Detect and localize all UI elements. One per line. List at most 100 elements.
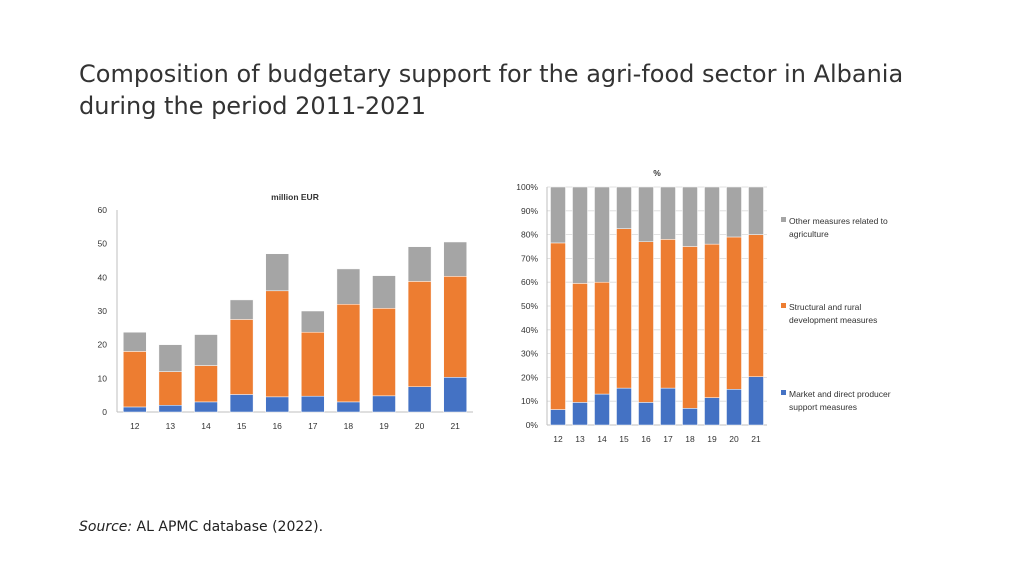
right-chart-x-tick-label: 21 — [751, 434, 761, 444]
right-chart-bar-structural-14 — [594, 281, 610, 395]
left-chart-bar-other-21 — [443, 241, 467, 277]
right-chart-bar-other-20 — [726, 186, 742, 238]
left-chart-bar-other-12 — [123, 331, 147, 352]
left-chart-bar-market-12 — [123, 406, 147, 413]
right-chart-bar-structural-21 — [748, 234, 764, 377]
right-chart-bar-market-20 — [726, 389, 742, 426]
left-chart-bar-structural-14 — [194, 365, 218, 403]
left-chart-bar-market-14 — [194, 401, 218, 413]
left-chart-x-tick-label: 12 — [130, 421, 140, 431]
left-chart-bar-market-21 — [443, 377, 467, 413]
left-chart-y-tick-label: 10 — [98, 373, 108, 383]
left-chart-bar-structural-16 — [265, 290, 289, 398]
right-chart-bar-other-16 — [638, 186, 654, 242]
right-chart-x-tick-label: 14 — [597, 434, 607, 444]
slide-title-line-1: Composition of budgetary support for the… — [79, 60, 904, 88]
right-chart-x-tick-label: 16 — [641, 434, 651, 444]
legend-swatch-structural — [781, 303, 786, 308]
legend-label-market: support measures — [789, 402, 857, 412]
right-chart-y-tick-label: 90% — [521, 206, 538, 216]
left-chart-y-tick-label: 50 — [98, 239, 108, 249]
left-chart-bar-other-13 — [158, 344, 183, 372]
left-chart-x-tick-label: 18 — [344, 421, 354, 431]
left-chart-bar-structural-19 — [372, 308, 396, 397]
legend-swatch-other — [781, 217, 786, 222]
left-chart-bar-market-16 — [265, 396, 289, 413]
left-chart-y-tick-label: 20 — [98, 340, 108, 350]
right-chart-bar-market-17 — [660, 387, 676, 426]
right-chart-bar-market-14 — [594, 393, 610, 426]
right-chart-bar-structural-16 — [638, 241, 654, 403]
right-chart-y-tick-label: 10% — [521, 396, 538, 406]
right-chart-bar-structural-18 — [682, 246, 698, 409]
right-chart-bar-other-12 — [550, 186, 566, 244]
right-chart-x-tick-label: 17 — [663, 434, 673, 444]
left-chart-x-tick-label: 17 — [308, 421, 318, 431]
right-chart-bar-other-13 — [572, 186, 588, 284]
right-chart-bar-market-18 — [682, 408, 698, 426]
source-note: Source: AL APMC database (2022). — [79, 519, 323, 535]
left-chart-x-tick-label: 15 — [237, 421, 247, 431]
left-chart-bar-other-16 — [265, 253, 289, 292]
right-chart-y-tick-label: 60% — [521, 277, 538, 287]
right-chart-x-tick-label: 19 — [707, 434, 717, 444]
right-chart-y-tick-label: 40% — [521, 325, 538, 335]
right-chart-bar-market-19 — [704, 397, 720, 426]
right-chart-y-tick-label: 100% — [516, 182, 538, 192]
legend-label-other: agriculture — [789, 229, 829, 239]
right-chart-bar-other-17 — [660, 186, 676, 240]
right-chart-bar-structural-17 — [660, 239, 676, 389]
left-chart-x-tick-label: 21 — [450, 421, 460, 431]
left-chart-bar-structural-17 — [301, 331, 325, 397]
left-chart-bar-other-18 — [336, 268, 361, 305]
right-chart-y-tick-label: 0% — [526, 420, 539, 430]
left-chart-bar-market-17 — [301, 395, 325, 413]
right-chart-x-tick-label: 13 — [575, 434, 585, 444]
right-chart-bar-market-15 — [616, 387, 632, 426]
source-label: Source: — [79, 519, 133, 535]
right-chart-x-tick-label: 20 — [729, 434, 739, 444]
left-chart-bar-market-20 — [407, 386, 432, 413]
left-chart-y-tick-label: 30 — [98, 306, 108, 316]
right-chart-bar-other-18 — [682, 186, 698, 247]
left-chart-y-tick-label: 60 — [98, 205, 108, 215]
left-chart-x-tick-label: 19 — [379, 421, 389, 431]
left-chart-bar-structural-12 — [123, 351, 147, 408]
source-text: AL APMC database (2022). — [132, 519, 324, 535]
left-chart-bar-market-13 — [158, 405, 183, 413]
right-chart-bar-structural-20 — [726, 236, 742, 390]
right-chart-y-tick-label: 50% — [521, 301, 538, 311]
right-chart-bar-other-14 — [594, 186, 610, 283]
left-chart-title: million EUR — [271, 192, 319, 202]
right-chart-bar-market-13 — [572, 402, 588, 426]
legend-label-market: Market and direct producer — [789, 389, 891, 399]
right-chart-y-tick-label: 20% — [521, 372, 538, 382]
left-chart-bar-other-17 — [301, 310, 325, 333]
left-chart-bar-structural-18 — [336, 304, 361, 403]
left-chart-y-tick-label: 40 — [98, 272, 108, 282]
right-chart-bar-market-12 — [550, 409, 566, 426]
left-chart-bar-structural-15 — [229, 319, 254, 395]
left-chart-bar-structural-13 — [158, 371, 183, 406]
left-chart-bar-other-14 — [194, 334, 218, 366]
right-chart-x-tick-label: 18 — [685, 434, 695, 444]
right-chart-y-tick-label: 80% — [521, 230, 538, 240]
legend-label-other: Other measures related to — [789, 216, 888, 226]
right-chart-bar-market-16 — [638, 402, 654, 426]
left-chart-x-tick-label: 20 — [415, 421, 425, 431]
left-chart-bar-market-15 — [229, 394, 254, 413]
slide-title: Composition of budgetary support for the… — [79, 58, 979, 122]
right-chart-bar-other-19 — [704, 186, 720, 245]
right-chart-y-tick-label: 70% — [521, 253, 538, 263]
slide-title-line-2: during the period 2011-2021 — [79, 92, 426, 120]
left-chart-bar-other-19 — [372, 275, 396, 309]
left-chart-bar-market-18 — [336, 401, 361, 413]
right-chart-bar-structural-19 — [704, 243, 720, 398]
right-chart-y-tick-label: 30% — [521, 349, 538, 359]
right-chart-bar-structural-13 — [572, 283, 588, 403]
left-chart-x-tick-label: 16 — [272, 421, 282, 431]
left-chart-x-tick-label: 14 — [201, 421, 211, 431]
left-chart-bar-other-15 — [229, 299, 254, 320]
right-chart-bar-other-21 — [748, 186, 764, 235]
